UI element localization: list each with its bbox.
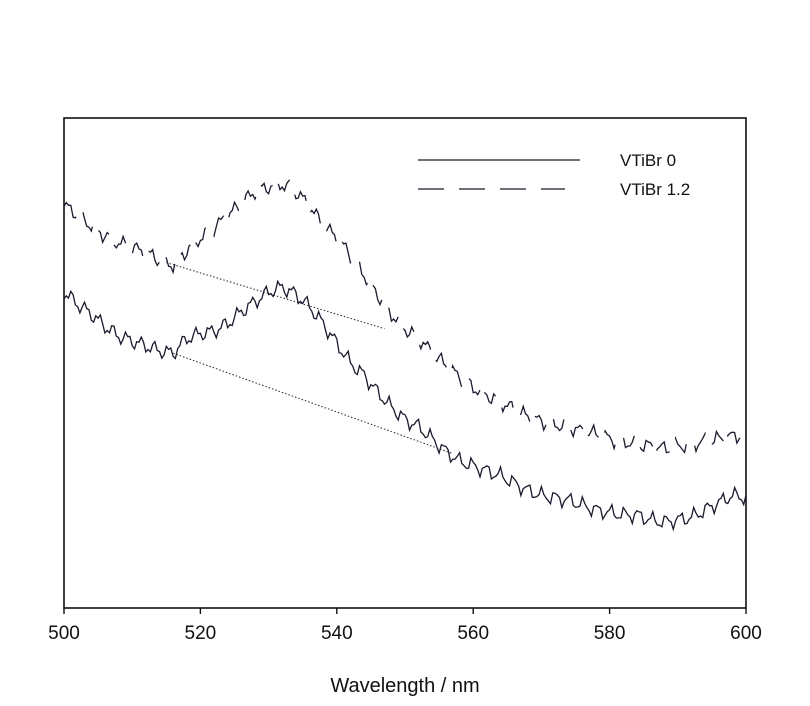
series-line-vtibr-1-2 — [63, 176, 747, 459]
x-tick-label-560: 560 — [457, 623, 489, 644]
baseline-annotation-line-0 — [172, 352, 453, 455]
series-layer — [63, 176, 747, 532]
series-line-vtibr-0 — [63, 279, 747, 532]
x-tick-label-600: 600 — [730, 623, 762, 644]
baseline-annotation-line-1 — [166, 262, 385, 330]
x-tick-label-500: 500 — [48, 623, 80, 644]
x-tick-label-580: 580 — [594, 623, 626, 644]
legend-label-vtibr-0: VTiBr 0 — [620, 151, 676, 170]
x-tick-label-540: 540 — [321, 623, 353, 644]
x-axis-title: Wavelength / nm — [330, 675, 479, 697]
plot-area-frame — [63, 117, 747, 609]
legend: VTiBr 0 VTiBr 1.2 — [418, 151, 690, 199]
x-axis-ticks: 500 520 540 560 580 600 — [48, 608, 762, 644]
annotations-layer — [166, 262, 453, 455]
x-tick-label-520: 520 — [185, 623, 217, 644]
legend-label-vtibr-1-2: VTiBr 1.2 — [620, 180, 690, 199]
